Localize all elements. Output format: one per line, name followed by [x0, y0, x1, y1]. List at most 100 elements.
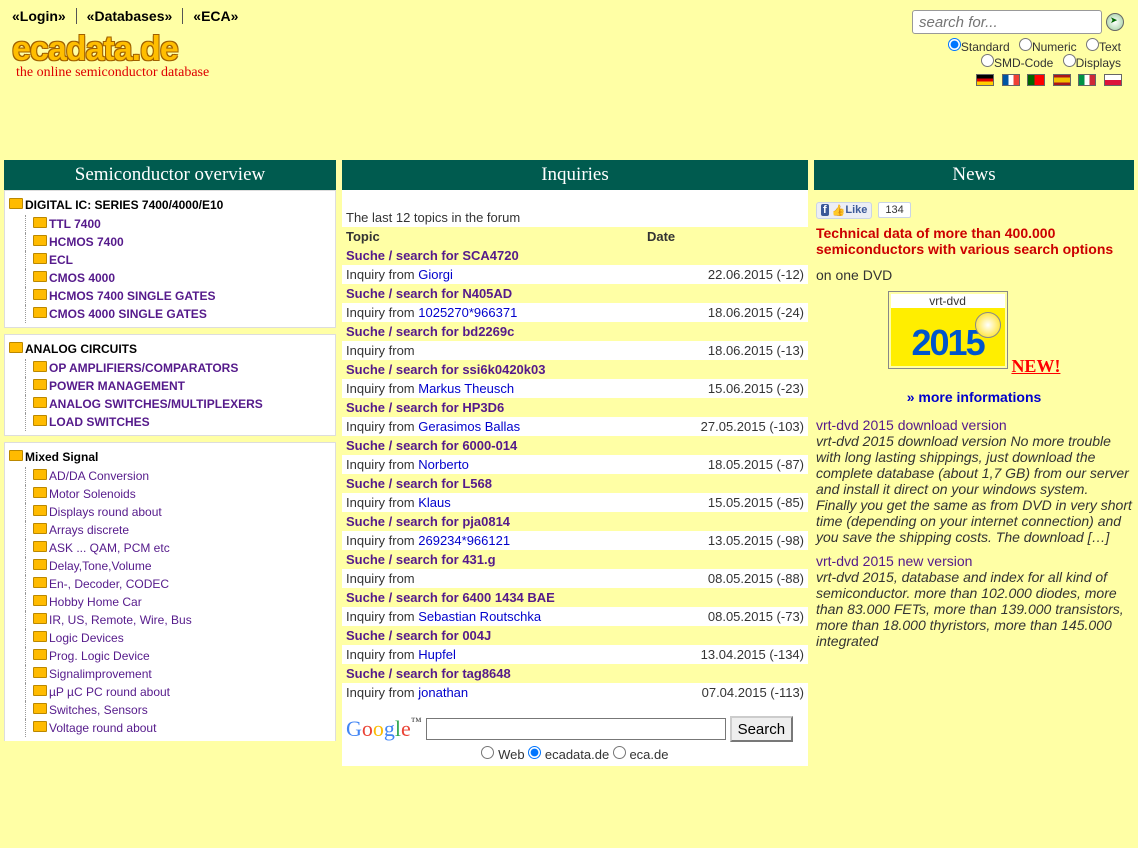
gopt-ecadata[interactable]: ecadata.de — [528, 747, 609, 762]
folder-icon — [9, 342, 23, 353]
forum-user-link[interactable]: jonathan — [418, 685, 468, 700]
forum-inquiry: Inquiry from Sebastian Routschka — [342, 607, 643, 626]
tree-leaf[interactable]: Hobby Home Car — [49, 595, 142, 609]
forum-intro: The last 12 topics in the forum — [342, 190, 808, 227]
flag-fr-icon[interactable] — [1002, 74, 1020, 86]
flag-es-icon[interactable] — [1053, 74, 1071, 86]
tree-leaf[interactable]: AD/DA Conversion — [49, 469, 149, 483]
tree-leaf[interactable]: LOAD SWITCHES — [49, 415, 150, 429]
forum-user-link[interactable]: Sebastian Routschka — [418, 609, 541, 624]
more-info-link[interactable]: » more informations — [907, 389, 1042, 405]
tree-leaf[interactable]: HCMOS 7400 SINGLE GATES — [49, 289, 215, 303]
fb-like-button[interactable]: f👍 Like — [816, 202, 872, 219]
forum-inquiry: Inquiry from Norberto — [342, 455, 643, 474]
forum-topic-link[interactable]: Suche / search for N405AD — [346, 286, 512, 301]
col2-heading: Inquiries — [342, 160, 808, 190]
radio-numeric[interactable]: Numeric — [1019, 40, 1077, 54]
forum-topic-link[interactable]: Suche / search for SCA4720 — [346, 248, 519, 263]
radio-smd[interactable]: SMD-Code — [981, 56, 1053, 70]
tree-leaf[interactable]: CMOS 4000 SINGLE GATES — [49, 307, 207, 321]
forum-topic-link[interactable]: Suche / search for 6000-014 — [346, 438, 517, 453]
tree-root[interactable]: DIGITAL IC: SERIES 7400/4000/E10 — [25, 198, 223, 212]
forum-topic-link[interactable]: Suche / search for L568 — [346, 476, 492, 491]
eca-link[interactable]: «ECA» — [193, 8, 238, 24]
forum-user-link[interactable]: Markus Theusch — [418, 381, 514, 396]
tree-mixed: Mixed Signal AD/DA Conversion Motor Soleno… — [4, 442, 336, 741]
tree-leaf[interactable]: OP AMPLIFIERS/COMPARATORS — [49, 361, 238, 375]
tree-leaf[interactable]: CMOS 4000 — [49, 271, 115, 285]
radio-text[interactable]: Text — [1086, 40, 1121, 54]
search-input[interactable] — [912, 10, 1102, 34]
tree-leaf[interactable]: Delay,Tone,Volume — [49, 559, 152, 573]
tree-leaf[interactable]: Arrays discrete — [49, 523, 129, 537]
flag-pt-icon[interactable] — [1027, 74, 1045, 86]
forum-user-link[interactable]: Gerasimos Ballas — [418, 419, 520, 434]
folder-icon — [33, 667, 47, 678]
databases-link[interactable]: «Databases» — [87, 8, 173, 24]
tree-leaf[interactable]: ECL — [49, 253, 73, 267]
forum-inquiry: Inquiry from Gerasimos Ballas — [342, 417, 643, 436]
tree-leaf[interactable]: Signalimprovement — [49, 667, 152, 681]
forum-topic-link[interactable]: Suche / search for bd2269c — [346, 324, 514, 339]
tree-leaf[interactable]: TTL 7400 — [49, 217, 101, 231]
folder-icon — [33, 469, 47, 480]
forum-user-link[interactable]: 269234*966121 — [418, 533, 510, 548]
folder-icon — [33, 253, 47, 264]
forum-topic-link[interactable]: Suche / search for 004J — [346, 628, 491, 643]
tree-leaf[interactable]: Logic Devices — [49, 631, 124, 645]
tree-root[interactable]: Mixed Signal — [25, 450, 98, 464]
tree-leaf[interactable]: Motor Solenoids — [49, 487, 136, 501]
tree-leaf[interactable]: Displays round about — [49, 505, 162, 519]
forum-user-link[interactable]: Hupfel — [418, 647, 456, 662]
dvd-image[interactable]: vrt-dvd 2015 — [888, 291, 1008, 369]
forum-topic-link[interactable]: Suche / search for tag8648 — [346, 666, 511, 681]
forum-inquiry: Inquiry from Giorgi — [342, 265, 643, 284]
folder-icon — [33, 307, 47, 318]
folder-icon — [33, 397, 47, 408]
forum-topic-link[interactable]: Suche / search for 431.g — [346, 552, 496, 567]
tree-leaf[interactable]: En-, Decoder, CODEC — [49, 577, 169, 591]
login-link[interactable]: «Login» — [12, 8, 66, 24]
tree-root[interactable]: ANALOG CIRCUITS — [25, 342, 137, 356]
forum-topic-link[interactable]: Suche / search for ssi6k0420k03 — [346, 362, 545, 377]
forum-date: 15.06.2015 (-23) — [643, 379, 808, 398]
tree-leaf[interactable]: POWER MANAGEMENT — [49, 379, 185, 393]
tree-leaf[interactable]: IR, US, Remote, Wire, Bus — [49, 613, 192, 627]
tree-leaf[interactable]: HCMOS 7400 — [49, 235, 124, 249]
tree-leaf[interactable]: ASK ... QAM, PCM etc — [49, 541, 170, 555]
news-item-1-title[interactable]: vrt-dvd 2015 download version — [816, 417, 1007, 433]
tree-leaf[interactable]: Prog. Logic Device — [49, 649, 150, 663]
forum-topic-link[interactable]: Suche / search for pja0814 — [346, 514, 510, 529]
flag-it-icon[interactable] — [1078, 74, 1096, 86]
folder-icon — [33, 613, 47, 624]
forum-user-link[interactable]: Norberto — [418, 457, 469, 472]
flag-pl-icon[interactable] — [1104, 74, 1122, 86]
tree-leaf[interactable]: Voltage round about — [49, 721, 156, 735]
forum-topic-link[interactable]: Suche / search for HP3D6 — [346, 400, 504, 415]
radio-displays[interactable]: Displays — [1063, 56, 1121, 70]
folder-icon — [33, 415, 47, 426]
new-badge: NEW! — [1011, 356, 1060, 376]
tree-leaf[interactable]: ANALOG SWITCHES/MULTIPLEXERS — [49, 397, 263, 411]
search-go-icon[interactable] — [1106, 13, 1124, 31]
folder-icon — [9, 198, 23, 209]
gopt-web[interactable]: Web — [481, 747, 524, 762]
forum-user-link[interactable]: 1025270*966371 — [418, 305, 517, 320]
forum-user-link[interactable]: Giorgi — [418, 267, 453, 282]
news-item-2-title[interactable]: vrt-dvd 2015 new version — [816, 553, 972, 569]
tree-leaf[interactable]: µP µC PC round about — [49, 685, 170, 699]
forum-date: 27.05.2015 (-103) — [643, 417, 808, 436]
forum-user-link[interactable]: Klaus — [418, 495, 451, 510]
tree-leaf[interactable]: Switches, Sensors — [49, 703, 148, 717]
forum-topic-link[interactable]: Suche / search for 6400 1434 BAE — [346, 590, 555, 605]
forum-date: 08.05.2015 (-73) — [643, 607, 808, 626]
folder-icon — [33, 271, 47, 282]
gopt-eca[interactable]: eca.de — [613, 747, 669, 762]
radio-standard[interactable]: Standard — [948, 40, 1010, 54]
forum-date: 13.05.2015 (-98) — [643, 531, 808, 550]
flag-de-icon[interactable] — [976, 74, 994, 86]
google-search-input[interactable] — [426, 718, 726, 740]
forum-inquiry: Inquiry from 269234*966121 — [342, 531, 643, 550]
tree-analog: ANALOG CIRCUITS OP AMPLIFIERS/COMPARATORS… — [4, 334, 336, 436]
google-search-button[interactable]: Search — [730, 716, 794, 742]
